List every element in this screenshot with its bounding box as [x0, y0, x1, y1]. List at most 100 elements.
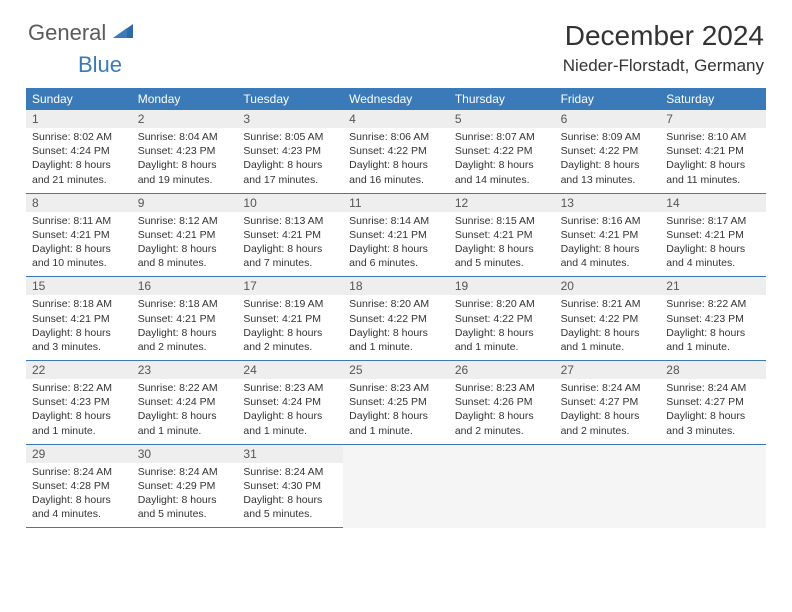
day-details: Sunrise: 8:05 AMSunset: 4:23 PMDaylight:… — [237, 128, 343, 193]
weekday-header-cell: Tuesday — [237, 88, 343, 110]
day-details: Sunrise: 8:20 AMSunset: 4:22 PMDaylight:… — [449, 295, 555, 360]
day-number: 19 — [449, 277, 555, 295]
day-number: 1 — [26, 110, 132, 128]
calendar-empty-cell — [449, 445, 555, 529]
day-number-empty — [660, 445, 766, 463]
day-number: 14 — [660, 194, 766, 212]
day-number: 5 — [449, 110, 555, 128]
day-number: 13 — [555, 194, 661, 212]
day-number: 2 — [132, 110, 238, 128]
day-number: 7 — [660, 110, 766, 128]
day-details: Sunrise: 8:11 AMSunset: 4:21 PMDaylight:… — [26, 212, 132, 277]
day-number: 27 — [555, 361, 661, 379]
day-details: Sunrise: 8:20 AMSunset: 4:22 PMDaylight:… — [343, 295, 449, 360]
calendar-day-cell: 18Sunrise: 8:20 AMSunset: 4:22 PMDayligh… — [343, 277, 449, 361]
day-details: Sunrise: 8:18 AMSunset: 4:21 PMDaylight:… — [26, 295, 132, 360]
day-number: 9 — [132, 194, 238, 212]
day-number: 8 — [26, 194, 132, 212]
calendar-empty-cell — [343, 445, 449, 529]
calendar-day-cell: 20Sunrise: 8:21 AMSunset: 4:22 PMDayligh… — [555, 277, 661, 361]
day-details: Sunrise: 8:22 AMSunset: 4:23 PMDaylight:… — [660, 295, 766, 360]
calendar-body: 1Sunrise: 8:02 AMSunset: 4:24 PMDaylight… — [26, 110, 766, 528]
weekday-header-cell: Saturday — [660, 88, 766, 110]
calendar-day-cell: 12Sunrise: 8:15 AMSunset: 4:21 PMDayligh… — [449, 194, 555, 278]
day-details: Sunrise: 8:18 AMSunset: 4:21 PMDaylight:… — [132, 295, 238, 360]
weekday-header-cell: Monday — [132, 88, 238, 110]
calendar-day-cell: 5Sunrise: 8:07 AMSunset: 4:22 PMDaylight… — [449, 110, 555, 194]
day-number: 22 — [26, 361, 132, 379]
day-number: 25 — [343, 361, 449, 379]
day-number: 12 — [449, 194, 555, 212]
day-number-empty — [555, 445, 661, 463]
calendar-empty-cell — [555, 445, 661, 529]
calendar-day-cell: 7Sunrise: 8:10 AMSunset: 4:21 PMDaylight… — [660, 110, 766, 194]
day-details: Sunrise: 8:24 AMSunset: 4:30 PMDaylight:… — [237, 463, 343, 528]
weekday-header-cell: Friday — [555, 88, 661, 110]
day-details: Sunrise: 8:22 AMSunset: 4:23 PMDaylight:… — [26, 379, 132, 444]
day-details: Sunrise: 8:12 AMSunset: 4:21 PMDaylight:… — [132, 212, 238, 277]
day-details: Sunrise: 8:15 AMSunset: 4:21 PMDaylight:… — [449, 212, 555, 277]
calendar-day-cell: 4Sunrise: 8:06 AMSunset: 4:22 PMDaylight… — [343, 110, 449, 194]
calendar-day-cell: 23Sunrise: 8:22 AMSunset: 4:24 PMDayligh… — [132, 361, 238, 445]
day-number: 24 — [237, 361, 343, 379]
weekday-header-cell: Sunday — [26, 88, 132, 110]
day-number: 10 — [237, 194, 343, 212]
day-number: 4 — [343, 110, 449, 128]
day-number: 3 — [237, 110, 343, 128]
calendar-day-cell: 16Sunrise: 8:18 AMSunset: 4:21 PMDayligh… — [132, 277, 238, 361]
calendar-day-cell: 14Sunrise: 8:17 AMSunset: 4:21 PMDayligh… — [660, 194, 766, 278]
day-details: Sunrise: 8:07 AMSunset: 4:22 PMDaylight:… — [449, 128, 555, 193]
day-number: 20 — [555, 277, 661, 295]
page-header: General Blue December 2024 Nieder-Florst… — [0, 0, 792, 82]
day-number: 16 — [132, 277, 238, 295]
day-number-empty — [449, 445, 555, 463]
day-number: 15 — [26, 277, 132, 295]
calendar-day-cell: 1Sunrise: 8:02 AMSunset: 4:24 PMDaylight… — [26, 110, 132, 194]
day-details: Sunrise: 8:24 AMSunset: 4:27 PMDaylight:… — [555, 379, 661, 444]
day-number: 21 — [660, 277, 766, 295]
calendar-day-cell: 22Sunrise: 8:22 AMSunset: 4:23 PMDayligh… — [26, 361, 132, 445]
day-number: 31 — [237, 445, 343, 463]
day-details: Sunrise: 8:24 AMSunset: 4:29 PMDaylight:… — [132, 463, 238, 528]
day-details: Sunrise: 8:13 AMSunset: 4:21 PMDaylight:… — [237, 212, 343, 277]
calendar-day-cell: 27Sunrise: 8:24 AMSunset: 4:27 PMDayligh… — [555, 361, 661, 445]
calendar-day-cell: 29Sunrise: 8:24 AMSunset: 4:28 PMDayligh… — [26, 445, 132, 529]
day-number: 6 — [555, 110, 661, 128]
calendar-day-cell: 25Sunrise: 8:23 AMSunset: 4:25 PMDayligh… — [343, 361, 449, 445]
calendar-day-cell: 28Sunrise: 8:24 AMSunset: 4:27 PMDayligh… — [660, 361, 766, 445]
day-details: Sunrise: 8:23 AMSunset: 4:26 PMDaylight:… — [449, 379, 555, 444]
calendar-day-cell: 31Sunrise: 8:24 AMSunset: 4:30 PMDayligh… — [237, 445, 343, 529]
day-details: Sunrise: 8:14 AMSunset: 4:21 PMDaylight:… — [343, 212, 449, 277]
calendar-day-cell: 6Sunrise: 8:09 AMSunset: 4:22 PMDaylight… — [555, 110, 661, 194]
calendar-day-cell: 30Sunrise: 8:24 AMSunset: 4:29 PMDayligh… — [132, 445, 238, 529]
calendar-day-cell: 9Sunrise: 8:12 AMSunset: 4:21 PMDaylight… — [132, 194, 238, 278]
day-details: Sunrise: 8:10 AMSunset: 4:21 PMDaylight:… — [660, 128, 766, 193]
brand-triangle-icon — [113, 27, 135, 44]
calendar-weekday-header: SundayMondayTuesdayWednesdayThursdayFrid… — [26, 88, 766, 110]
day-details: Sunrise: 8:02 AMSunset: 4:24 PMDaylight:… — [26, 128, 132, 193]
brand-text-blue: Blue — [78, 52, 122, 78]
calendar-day-cell: 17Sunrise: 8:19 AMSunset: 4:21 PMDayligh… — [237, 277, 343, 361]
day-number: 18 — [343, 277, 449, 295]
calendar-day-cell: 11Sunrise: 8:14 AMSunset: 4:21 PMDayligh… — [343, 194, 449, 278]
day-details: Sunrise: 8:23 AMSunset: 4:24 PMDaylight:… — [237, 379, 343, 444]
day-details: Sunrise: 8:24 AMSunset: 4:28 PMDaylight:… — [26, 463, 132, 528]
day-number: 29 — [26, 445, 132, 463]
location-label: Nieder-Florstadt, Germany — [563, 56, 764, 76]
day-details: Sunrise: 8:16 AMSunset: 4:21 PMDaylight:… — [555, 212, 661, 277]
brand-logo: General Blue — [28, 20, 135, 46]
calendar-day-cell: 26Sunrise: 8:23 AMSunset: 4:26 PMDayligh… — [449, 361, 555, 445]
calendar-day-cell: 3Sunrise: 8:05 AMSunset: 4:23 PMDaylight… — [237, 110, 343, 194]
calendar-grid: SundayMondayTuesdayWednesdayThursdayFrid… — [26, 88, 766, 528]
calendar-day-cell: 2Sunrise: 8:04 AMSunset: 4:23 PMDaylight… — [132, 110, 238, 194]
calendar-day-cell: 19Sunrise: 8:20 AMSunset: 4:22 PMDayligh… — [449, 277, 555, 361]
day-number-empty — [343, 445, 449, 463]
calendar-day-cell: 13Sunrise: 8:16 AMSunset: 4:21 PMDayligh… — [555, 194, 661, 278]
day-number: 28 — [660, 361, 766, 379]
day-number: 17 — [237, 277, 343, 295]
weekday-header-cell: Wednesday — [343, 88, 449, 110]
brand-text-general: General — [28, 20, 106, 45]
calendar-day-cell: 8Sunrise: 8:11 AMSunset: 4:21 PMDaylight… — [26, 194, 132, 278]
calendar-day-cell: 15Sunrise: 8:18 AMSunset: 4:21 PMDayligh… — [26, 277, 132, 361]
day-details: Sunrise: 8:04 AMSunset: 4:23 PMDaylight:… — [132, 128, 238, 193]
